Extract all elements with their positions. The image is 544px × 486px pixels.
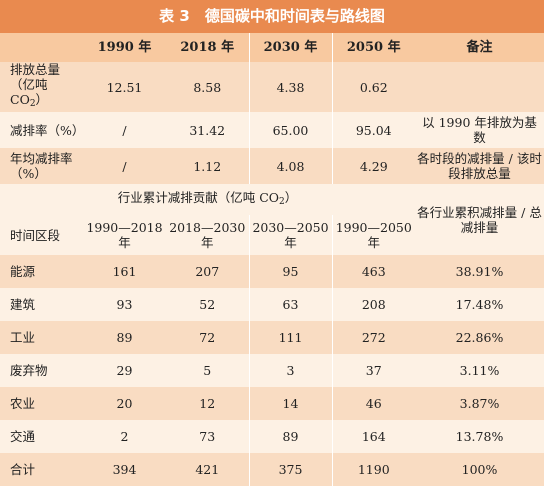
header-cell: 2018 年	[166, 33, 249, 62]
table-title: 表 3 德国碳中和时间表与路线图	[0, 0, 544, 33]
cell: 2	[83, 420, 166, 453]
period-label: 时间区段	[0, 215, 83, 255]
cell: 89	[248, 420, 333, 453]
cell: 1190	[332, 453, 415, 486]
period-cell: 1990—2018 年	[83, 215, 166, 255]
sector-row: 废弃物 29 5 3 37 3.11%	[0, 354, 544, 387]
header-cell: 2050 年	[332, 33, 415, 62]
period-cell: 2018—2030 年	[166, 215, 249, 255]
sector-name: 农业	[0, 387, 83, 420]
carbon-neutral-table: 1990 年 2018 年 2030 年 2050 年 备注 排放总量（亿吨 C…	[0, 33, 544, 486]
sector-name: 合计	[0, 453, 83, 486]
sector-name: 建筑	[0, 288, 83, 321]
row-label: 减排率（%）	[0, 112, 84, 148]
sector-row: 工业 89 72 111 272 22.86%	[0, 321, 544, 354]
cell: 5	[166, 354, 249, 387]
section-title: 行业累计减排贡献（亿吨 CO2）	[0, 184, 415, 215]
cell: 1.12	[166, 148, 249, 184]
cell: 421	[166, 453, 249, 486]
sector-row: 交通 2 73 89 164 13.78%	[0, 420, 544, 453]
cell: 463	[332, 255, 415, 288]
period-cell: 1990—2050 年	[332, 215, 415, 255]
cell: 0.62	[332, 62, 415, 112]
cell: 207	[166, 255, 249, 288]
note-cell: 各时段的减排量 / 该时段排放总量	[415, 148, 544, 184]
sector-name: 工业	[0, 321, 83, 354]
cell: 12	[166, 387, 249, 420]
share-cell: 13.78%	[415, 420, 544, 453]
sector-row: 建筑 93 52 63 208 17.48%	[0, 288, 544, 321]
share-cell: 3.11%	[415, 354, 544, 387]
total-row: 合计 394 421 375 1190 100%	[0, 453, 544, 486]
cell: 37	[332, 354, 415, 387]
cell: 164	[332, 420, 415, 453]
cell: 65.00	[248, 112, 333, 148]
cell: 93	[83, 288, 166, 321]
cell: 89	[83, 321, 166, 354]
cell: 4.38	[248, 62, 333, 112]
section-note: 各行业累积减排量 / 总减排量	[415, 184, 544, 255]
cell: 208	[332, 288, 415, 321]
cell: 29	[83, 354, 166, 387]
sector-name: 废弃物	[0, 354, 83, 387]
cell: 46	[332, 387, 415, 420]
period-row: 时间区段 1990—2018 年 2018—2030 年 2030—2050 年…	[0, 215, 544, 255]
cell: 8.58	[166, 62, 249, 112]
cell: /	[83, 148, 166, 184]
cell: 52	[166, 288, 249, 321]
cell: 111	[248, 321, 333, 354]
cell: 95	[248, 255, 333, 288]
emission-row: 减排率（%） / 31.42 65.00 95.04 以 1990 年排放为基数	[0, 112, 544, 148]
share-cell: 100%	[415, 453, 544, 486]
header-cell: 1990 年	[83, 33, 166, 62]
sector-name: 交通	[0, 420, 83, 453]
sector-name: 能源	[0, 255, 83, 288]
cell: 272	[332, 321, 415, 354]
emission-row: 年均减排率（%） / 1.12 4.08 4.29 各时段的减排量 / 该时段排…	[0, 148, 544, 184]
row-label: 年均减排率（%）	[0, 148, 83, 184]
cell: 394	[83, 453, 166, 486]
cell: 95.04	[332, 112, 415, 148]
cell: /	[83, 112, 166, 148]
cell: 20	[83, 387, 166, 420]
share-cell: 38.91%	[415, 255, 544, 288]
cell: 63	[248, 288, 333, 321]
cell: 12.51	[83, 62, 166, 112]
header-row: 1990 年 2018 年 2030 年 2050 年 备注	[0, 33, 544, 62]
share-cell: 17.48%	[415, 288, 544, 321]
section-title-row: 行业累计减排贡献（亿吨 CO2） 各行业累积减排量 / 总减排量	[0, 184, 544, 255]
sector-row: 能源 161 207 95 463 38.91%	[0, 255, 544, 288]
share-cell: 22.86%	[415, 321, 544, 354]
cell: 14	[248, 387, 333, 420]
sector-row: 农业 20 12 14 46 3.87%	[0, 387, 544, 420]
row-label: 排放总量（亿吨 CO2）	[0, 62, 83, 112]
cell: 73	[166, 420, 249, 453]
cell: 375	[248, 453, 333, 486]
share-cell: 3.87%	[415, 387, 544, 420]
header-cell	[0, 33, 83, 62]
cell: 31.42	[166, 112, 249, 148]
note-cell: 以 1990 年排放为基数	[415, 112, 544, 148]
cell: 4.08	[248, 148, 333, 184]
note-cell	[415, 62, 544, 112]
cell: 72	[166, 321, 249, 354]
cell: 4.29	[332, 148, 415, 184]
header-cell: 备注	[415, 33, 544, 62]
cell: 3	[248, 354, 333, 387]
header-cell: 2030 年	[248, 33, 333, 62]
period-cell: 2030—2050 年	[248, 215, 333, 255]
cell: 161	[83, 255, 166, 288]
emission-row: 排放总量（亿吨 CO2） 12.51 8.58 4.38 0.62	[0, 62, 544, 112]
